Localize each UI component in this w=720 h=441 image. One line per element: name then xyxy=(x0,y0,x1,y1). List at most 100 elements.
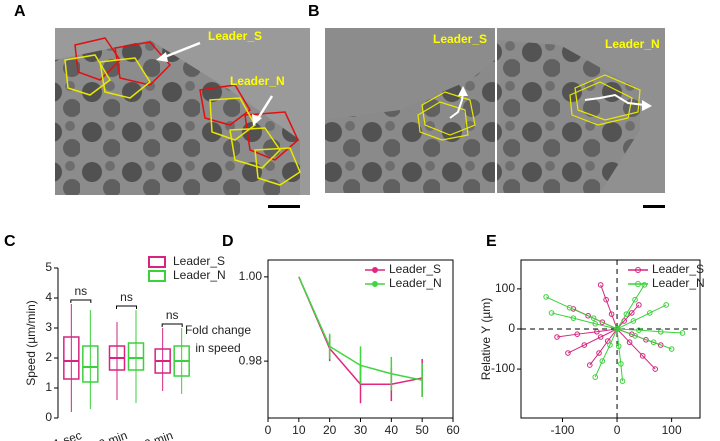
track-point xyxy=(592,320,599,327)
image-label: Leader_S xyxy=(208,29,262,43)
x-tick-label: 0 xyxy=(265,423,272,437)
track xyxy=(594,328,618,378)
track-point xyxy=(548,310,555,316)
track xyxy=(551,312,618,330)
legend-swatch xyxy=(148,256,166,268)
track-point xyxy=(586,362,593,368)
y-tick-label: -100 xyxy=(491,361,515,375)
track-point xyxy=(565,350,571,356)
y-axis-label: Speed (µm/min) xyxy=(24,300,38,386)
track-point xyxy=(543,294,549,300)
x-tick-label: 50 xyxy=(415,423,429,437)
legend-marker xyxy=(635,281,641,287)
track-point xyxy=(636,302,642,308)
track-point xyxy=(570,315,577,321)
track-point xyxy=(657,342,664,348)
track-point xyxy=(632,296,638,303)
x-tick-label: 0 xyxy=(614,423,621,437)
bracket xyxy=(116,305,137,309)
track xyxy=(616,304,667,330)
y-tick-label: 3 xyxy=(45,320,52,334)
track-point xyxy=(597,282,604,288)
track-point xyxy=(608,311,615,317)
legend-label: Leader_N xyxy=(652,276,705,290)
track xyxy=(545,296,618,330)
bracket xyxy=(161,323,183,327)
box xyxy=(127,342,145,371)
track-point xyxy=(650,339,657,346)
x-tick-label: 100 xyxy=(662,423,682,437)
track xyxy=(616,328,672,350)
legend-marker xyxy=(635,267,641,273)
panel-label: B xyxy=(308,3,320,20)
track-point xyxy=(615,343,622,350)
y-tick-label: 0 xyxy=(45,410,52,424)
track-point xyxy=(618,361,624,367)
x-tick-label: 10 xyxy=(292,423,306,437)
legend-label: Leader_S xyxy=(389,262,441,276)
y-tick-label: 4 xyxy=(45,290,52,304)
track-point xyxy=(630,318,637,324)
track-point xyxy=(607,342,613,348)
track-point xyxy=(619,378,626,384)
x-tick-label: 30 xyxy=(354,423,368,437)
track-point xyxy=(623,311,630,317)
x-axis-label: Relative X (µm) xyxy=(569,439,652,441)
y-tick-label: 5 xyxy=(45,260,52,274)
y-tick-label: 1 xyxy=(45,380,52,394)
track xyxy=(617,328,683,334)
x-tick-label: -100 xyxy=(550,423,574,437)
track-point xyxy=(626,339,633,346)
track-point xyxy=(663,302,669,308)
annotation: ns xyxy=(74,284,87,298)
track-point xyxy=(574,331,581,337)
panel-label: E xyxy=(486,233,497,250)
x-tick-label: 40 xyxy=(385,423,399,437)
track-point xyxy=(668,346,675,352)
track-point xyxy=(599,319,606,325)
y-axis-label: in speed xyxy=(195,341,240,355)
track-point xyxy=(643,337,649,343)
bracket xyxy=(70,299,92,303)
legend-swatch xyxy=(148,270,166,282)
track xyxy=(616,304,640,330)
y-axis-label: Relative Y (µm) xyxy=(479,298,493,381)
y-tick-label: 0.98 xyxy=(239,353,263,367)
y-tick-label: 0 xyxy=(508,321,515,335)
legend-label: Leader_N xyxy=(389,276,442,290)
legend-label: Leader_S xyxy=(652,262,704,276)
track-point xyxy=(614,326,620,332)
track xyxy=(616,328,656,370)
image-label: Leader_N xyxy=(230,74,285,88)
track-point xyxy=(585,312,591,319)
track-point xyxy=(632,332,638,339)
image-b xyxy=(325,28,665,208)
x-tick-label: 60 xyxy=(446,423,460,437)
track-point xyxy=(628,310,635,316)
y-tick-label: 100 xyxy=(495,281,515,295)
track-point xyxy=(639,353,646,359)
track-point xyxy=(636,327,642,333)
legend-label: Leader_N xyxy=(173,268,226,282)
image-label: Leader_S xyxy=(433,32,487,46)
panel-label: A xyxy=(14,3,26,20)
track-point xyxy=(596,350,602,356)
track xyxy=(589,328,618,366)
track-point xyxy=(679,330,686,336)
track-point xyxy=(594,328,600,335)
y-tick-label: 1.00 xyxy=(239,269,263,283)
x-tick-label: 10 min xyxy=(91,428,130,441)
y-tick-label: 2 xyxy=(45,350,52,364)
box xyxy=(82,345,99,383)
x-tick-label: 41 sec xyxy=(46,428,84,441)
plot-frame xyxy=(520,259,701,419)
track-point xyxy=(590,315,597,321)
track xyxy=(616,328,624,382)
track-point xyxy=(581,342,588,348)
track-point xyxy=(652,366,659,372)
image-a xyxy=(55,28,310,208)
track-point xyxy=(566,304,573,311)
track-point xyxy=(641,282,648,288)
track-point xyxy=(554,334,560,340)
